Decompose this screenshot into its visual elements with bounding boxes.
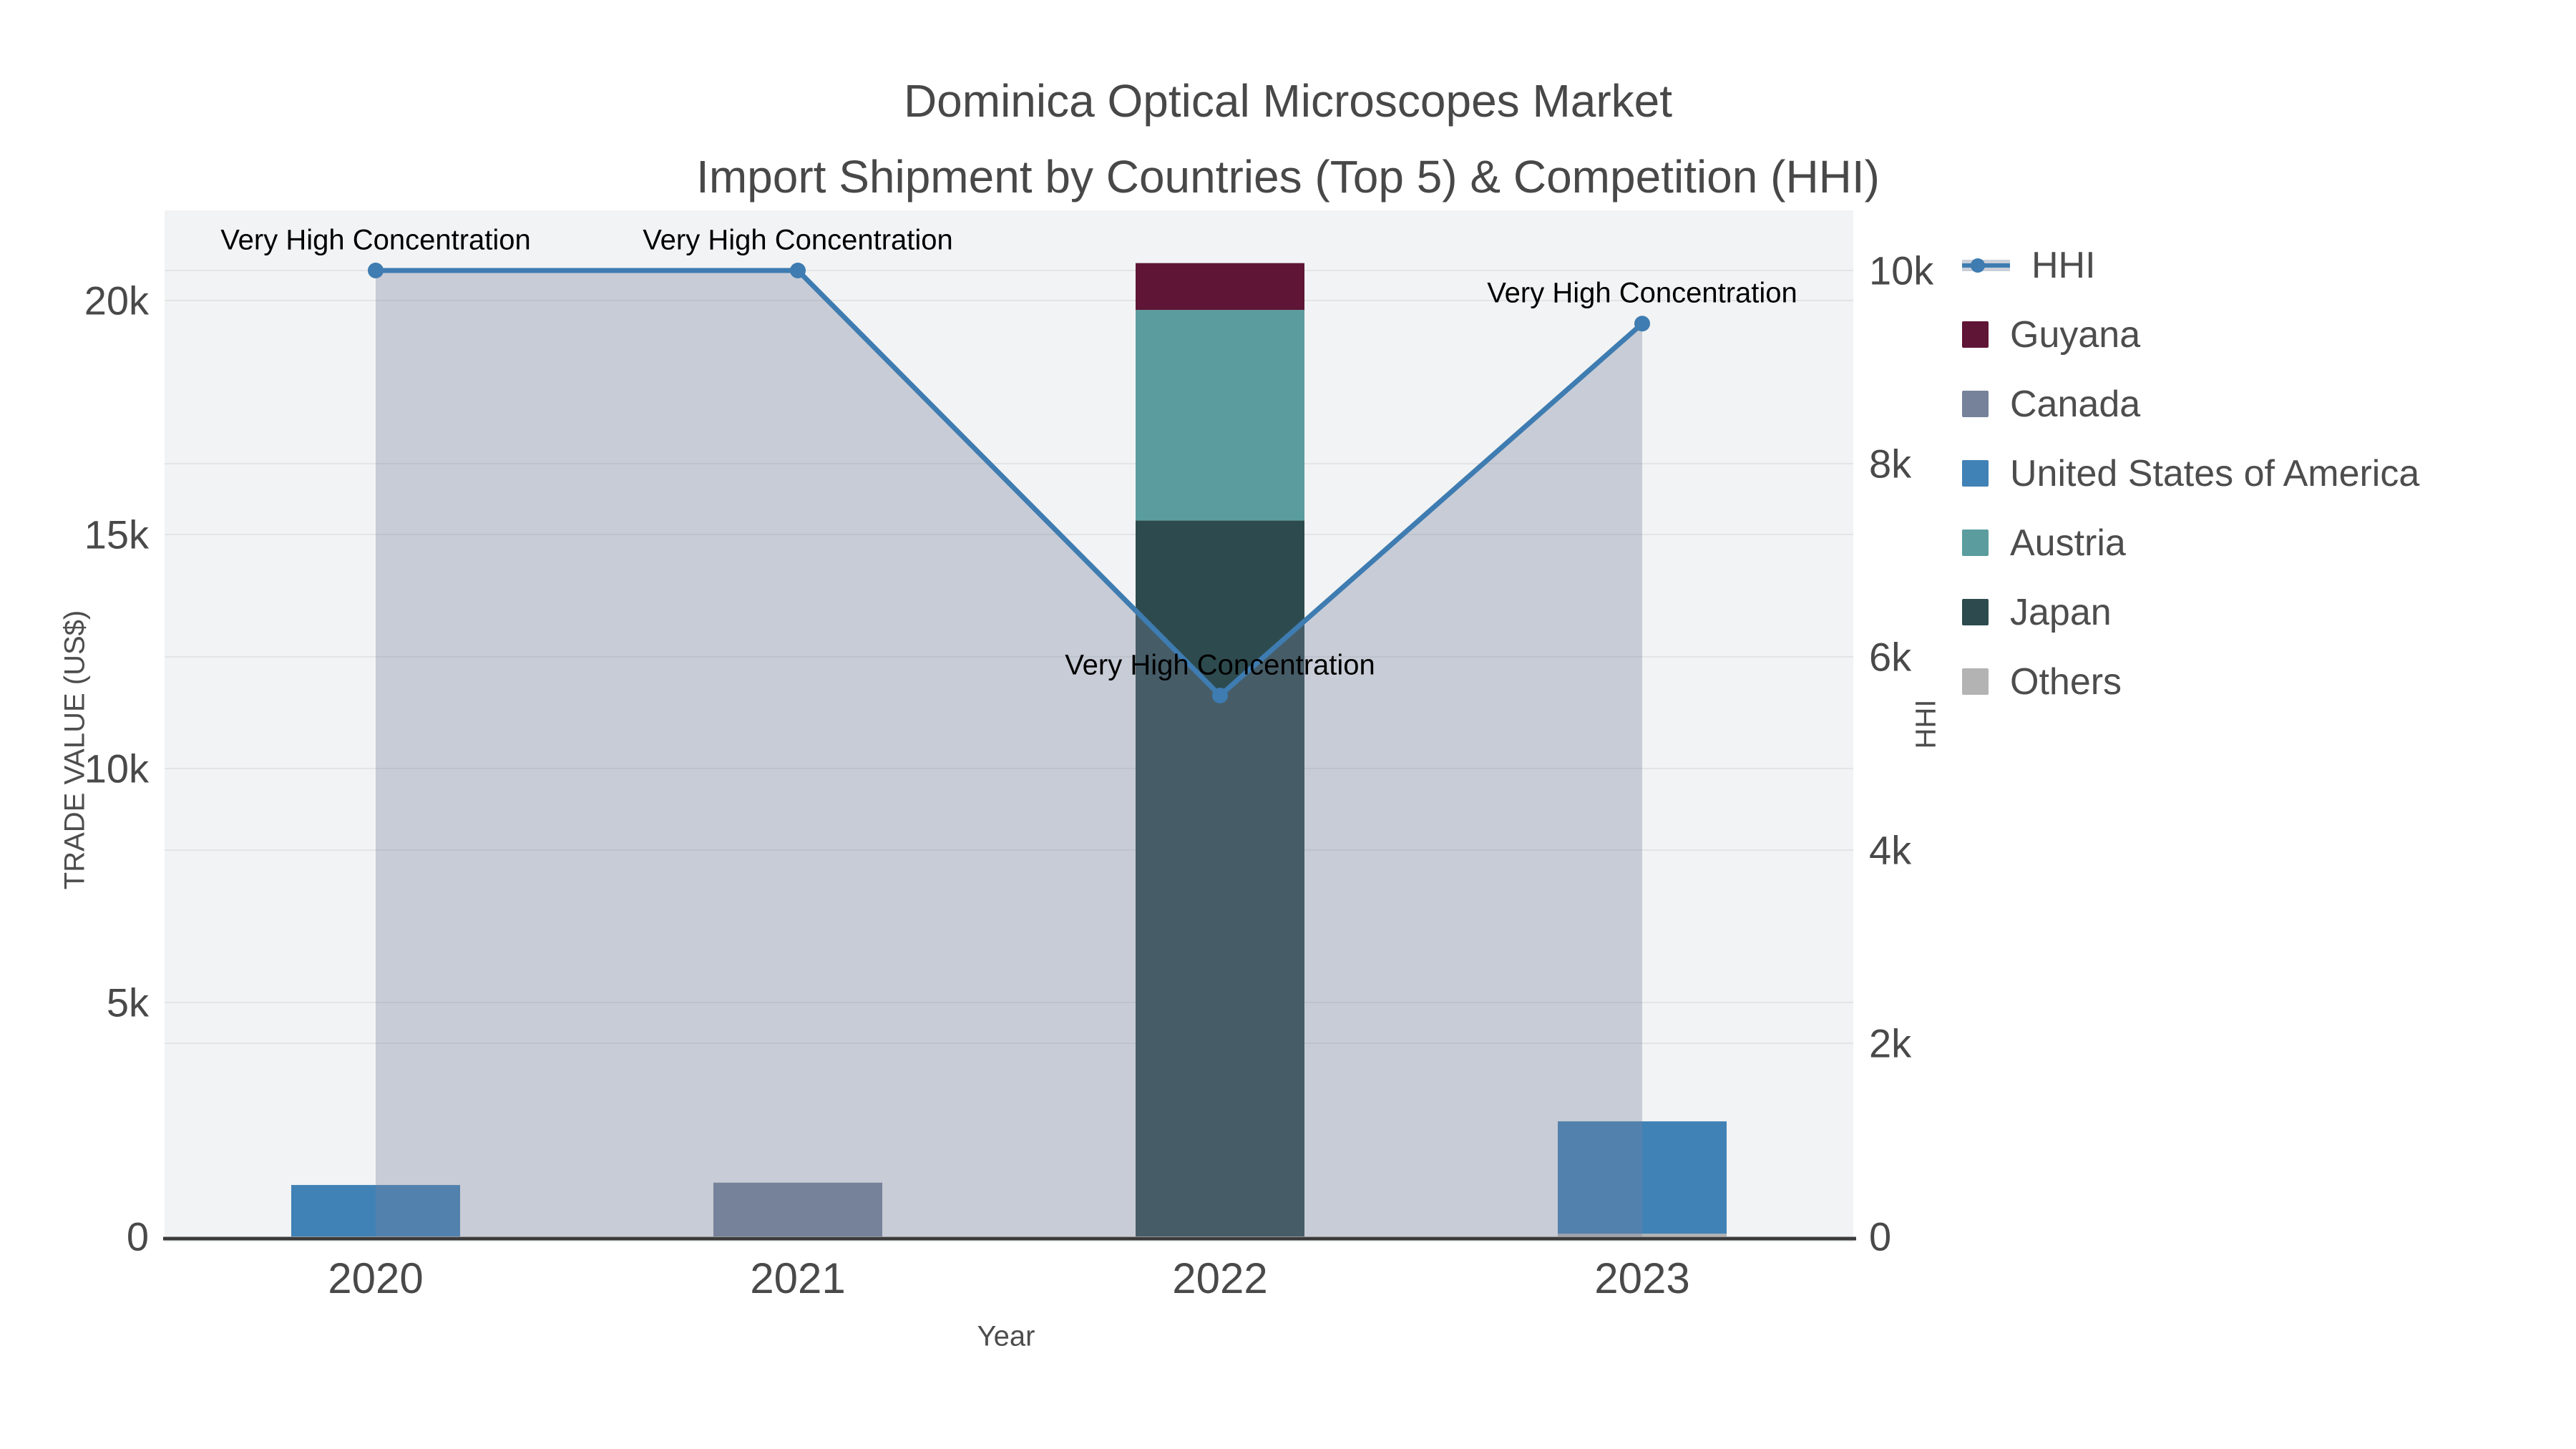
legend-swatch-icon — [1962, 321, 1989, 348]
legend-item-united-states-of-america[interactable]: United States of America — [1962, 439, 2419, 508]
legend-label: United States of America — [2010, 452, 2420, 494]
hhi-marker-2022[interactable] — [1212, 688, 1228, 703]
right-tick-4k: 4k — [1869, 827, 1912, 873]
legend-label: Guyana — [2010, 313, 2141, 356]
legend-swatch-icon — [1962, 599, 1989, 625]
x-tick-2022: 2022 — [1172, 1254, 1268, 1302]
hhi-marker-2020[interactable] — [368, 263, 384, 278]
annotation-2021: Very High Concentration — [643, 224, 953, 256]
hhi-marker-2021[interactable] — [790, 263, 806, 278]
right-tick-2k: 2k — [1869, 1020, 1912, 1066]
legend-item-hhi[interactable]: HHI — [1962, 230, 2419, 300]
legend-swatch-icon — [1962, 460, 1989, 487]
legend-item-austria[interactable]: Austria — [1962, 508, 2419, 577]
bar-segment-united-states-of-america-2020[interactable] — [291, 1185, 460, 1236]
bar-segment-austria-2022[interactable] — [1136, 310, 1304, 521]
annotation-2022: Very High Concentration — [1065, 649, 1375, 681]
chart-title-line1: Dominica Optical Microscopes Market — [903, 75, 1673, 127]
legend-swatch-icon — [1962, 391, 1989, 417]
legend-label: Canada — [2010, 383, 2141, 425]
legend-item-canada[interactable]: Canada — [1962, 369, 2419, 439]
right-tick-6k: 6k — [1869, 634, 1912, 680]
legend-item-japan[interactable]: Japan — [1962, 577, 2419, 647]
x-tick-2020: 2020 — [328, 1254, 424, 1302]
annotation-2023: Very High Concentration — [1487, 277, 1797, 309]
annotation-2020: Very High Concentration — [220, 224, 531, 256]
bar-segment-others-2023[interactable] — [1558, 1234, 1727, 1236]
right-tick-8k: 8k — [1869, 441, 1912, 487]
chart-title-line2: Import Shipment by Countries (Top 5) & C… — [696, 151, 1880, 203]
right-tick-0: 0 — [1869, 1214, 1892, 1259]
legend-item-others[interactable]: Others — [1962, 647, 2419, 716]
left-tick-10k: 10k — [84, 746, 149, 791]
legend-item-guyana[interactable]: Guyana — [1962, 300, 2419, 369]
legend-label: HHI — [2031, 244, 2096, 286]
bar-segment-guyana-2022[interactable] — [1136, 263, 1304, 311]
legend-label: Others — [2010, 660, 2122, 703]
hhi-area-fill — [376, 270, 1642, 1236]
bar-segment-canada-2021[interactable] — [713, 1182, 882, 1236]
legend-swatch-icon — [1962, 530, 1989, 556]
legend: HHI Guyana Canada United States of America A… — [1962, 230, 2419, 716]
hhi-line — [376, 268, 1644, 698]
legend-label: Japan — [2010, 591, 2112, 633]
right-axis-title: HHI — [1910, 699, 1942, 749]
left-tick-15k: 15k — [84, 512, 149, 557]
x-axis-title: Year — [977, 1320, 1035, 1352]
bar-segment-united-states-of-america-2023[interactable] — [1558, 1121, 1727, 1234]
hhi-line-icon — [1962, 252, 2010, 278]
legend-swatch-icon — [1962, 668, 1989, 695]
left-tick-0: 0 — [126, 1214, 149, 1259]
right-tick-10k: 10k — [1869, 248, 1934, 293]
hhi-marker-2023[interactable] — [1634, 316, 1650, 332]
left-tick-5k: 5k — [106, 980, 149, 1025]
legend-label: Austria — [2010, 522, 2126, 564]
left-tick-20k: 20k — [84, 278, 149, 323]
x-tick-2021: 2021 — [750, 1254, 846, 1302]
chart-title: Dominica Optical Microscopes Market Impo… — [0, 63, 2576, 215]
x-tick-2023: 2023 — [1594, 1254, 1690, 1302]
